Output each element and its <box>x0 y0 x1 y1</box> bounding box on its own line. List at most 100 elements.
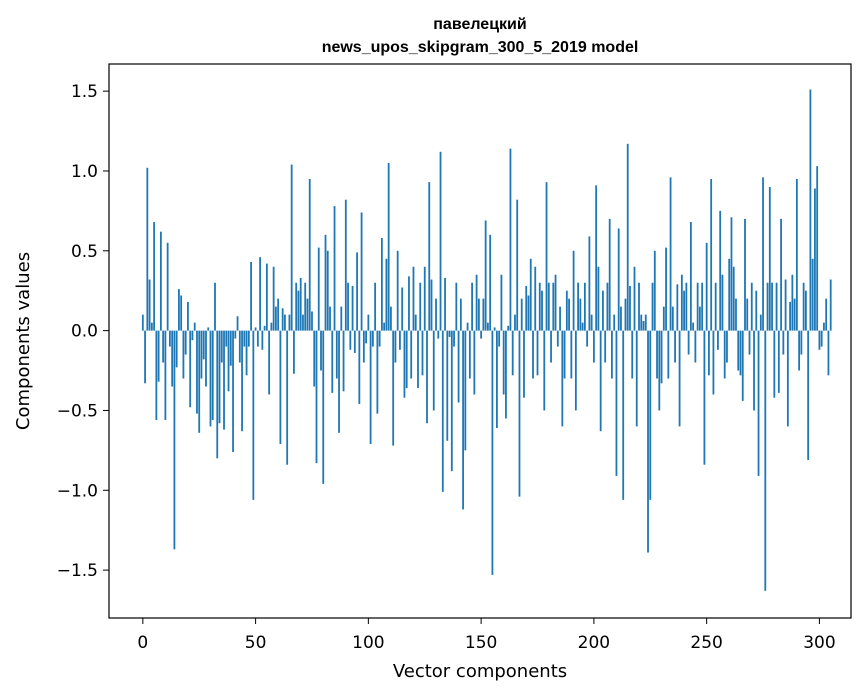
bar-257 <box>721 274 724 331</box>
bar-133 <box>441 330 444 492</box>
bar-227 <box>653 250 656 331</box>
bar-232 <box>665 247 667 331</box>
chart-title: павелецкий <box>433 16 526 33</box>
bar-51 <box>256 330 259 347</box>
bar-170 <box>525 285 528 331</box>
bar-175 <box>536 330 539 376</box>
bar-278 <box>768 186 771 331</box>
bar-209 <box>613 314 616 331</box>
bar-40 <box>232 330 234 452</box>
bar-180 <box>547 282 550 331</box>
bar-70 <box>299 277 302 331</box>
bar-169 <box>523 330 525 398</box>
bar-229 <box>658 330 661 411</box>
y-axis-ticks: 1.5 1.0 0.5 0.0 −0.5 −1.0 −1.5 <box>57 82 109 581</box>
bar-188 <box>565 290 568 331</box>
bar-28 <box>205 330 207 387</box>
bar-37 <box>225 330 228 347</box>
bar-285 <box>784 279 787 331</box>
bar-303 <box>825 298 828 331</box>
bar-201 <box>595 185 598 331</box>
bar-22 <box>191 330 194 341</box>
x-tick-label: 300 <box>803 633 835 653</box>
bar-270 <box>750 282 753 331</box>
bar-126 <box>426 330 428 424</box>
bar-280 <box>773 330 776 398</box>
bar-204 <box>602 290 604 331</box>
bar-236 <box>674 330 676 363</box>
bar-178 <box>543 330 546 411</box>
bar-132 <box>439 151 442 331</box>
bar-223 <box>644 314 647 331</box>
bar-176 <box>538 282 541 331</box>
bar-73 <box>306 298 309 331</box>
bar-128 <box>430 279 433 331</box>
x-tick-label: 50 <box>245 633 267 653</box>
bar-145 <box>468 330 471 379</box>
bar-121 <box>414 314 417 331</box>
chart-subtitle: news_upos_skipgram_300_5_2019 model <box>322 39 639 56</box>
bar-186 <box>561 330 564 427</box>
bar-53 <box>261 330 264 350</box>
y-axis-label: Components values <box>13 252 34 430</box>
x-axis-label: Vector components <box>393 661 567 682</box>
bar-297 <box>811 258 814 331</box>
bar-81 <box>324 234 327 331</box>
bar-177 <box>541 290 543 331</box>
bar-23 <box>193 322 196 331</box>
bar-135 <box>446 330 449 441</box>
bar-167 <box>518 330 521 497</box>
bar-274 <box>759 314 762 331</box>
x-tick-label: 0 <box>137 633 148 653</box>
bar-57 <box>270 322 273 331</box>
bar-59 <box>274 306 277 331</box>
bar-256 <box>719 210 722 331</box>
bar-19 <box>184 330 187 355</box>
bar-85 <box>333 206 336 331</box>
bar-189 <box>568 298 570 331</box>
bar-200 <box>592 330 595 363</box>
bar-26 <box>200 330 203 379</box>
bar-47 <box>247 330 250 347</box>
bar-6 <box>155 330 158 421</box>
bar-80 <box>322 330 325 484</box>
bar-198 <box>588 236 591 331</box>
bar-221 <box>640 314 643 331</box>
bar-5 <box>153 222 155 331</box>
bar-184 <box>556 330 559 347</box>
bar-136 <box>448 330 451 338</box>
bar-116 <box>403 330 406 398</box>
bar-83 <box>329 306 331 331</box>
bar-102 <box>371 330 374 347</box>
bar-90 <box>344 199 347 331</box>
bar-302 <box>823 322 825 331</box>
bar-199 <box>590 314 593 331</box>
y-tick-label: −0.5 <box>57 401 98 421</box>
bar-63 <box>284 314 286 331</box>
bar-239 <box>680 274 683 331</box>
bar-76 <box>313 330 316 387</box>
bar-255 <box>717 330 719 350</box>
bar-119 <box>410 330 413 379</box>
bar-288 <box>791 274 794 331</box>
bar-91 <box>347 282 349 331</box>
bar-30 <box>209 330 212 427</box>
bar-142 <box>462 330 464 510</box>
bar-158 <box>498 330 501 347</box>
bar-162 <box>507 325 510 331</box>
bar-0 <box>141 314 144 331</box>
bar-159 <box>500 274 503 331</box>
bar-11 <box>166 242 169 331</box>
bar-75 <box>311 311 313 331</box>
bar-271 <box>753 330 755 411</box>
bar-230 <box>660 330 663 384</box>
bar-17 <box>180 295 183 331</box>
bar-224 <box>647 330 649 553</box>
bar-27 <box>202 330 205 360</box>
bar-250 <box>705 242 708 331</box>
bar-234 <box>669 177 672 331</box>
bar-163 <box>509 148 512 331</box>
bar-139 <box>455 282 458 331</box>
bar-217 <box>631 330 634 379</box>
